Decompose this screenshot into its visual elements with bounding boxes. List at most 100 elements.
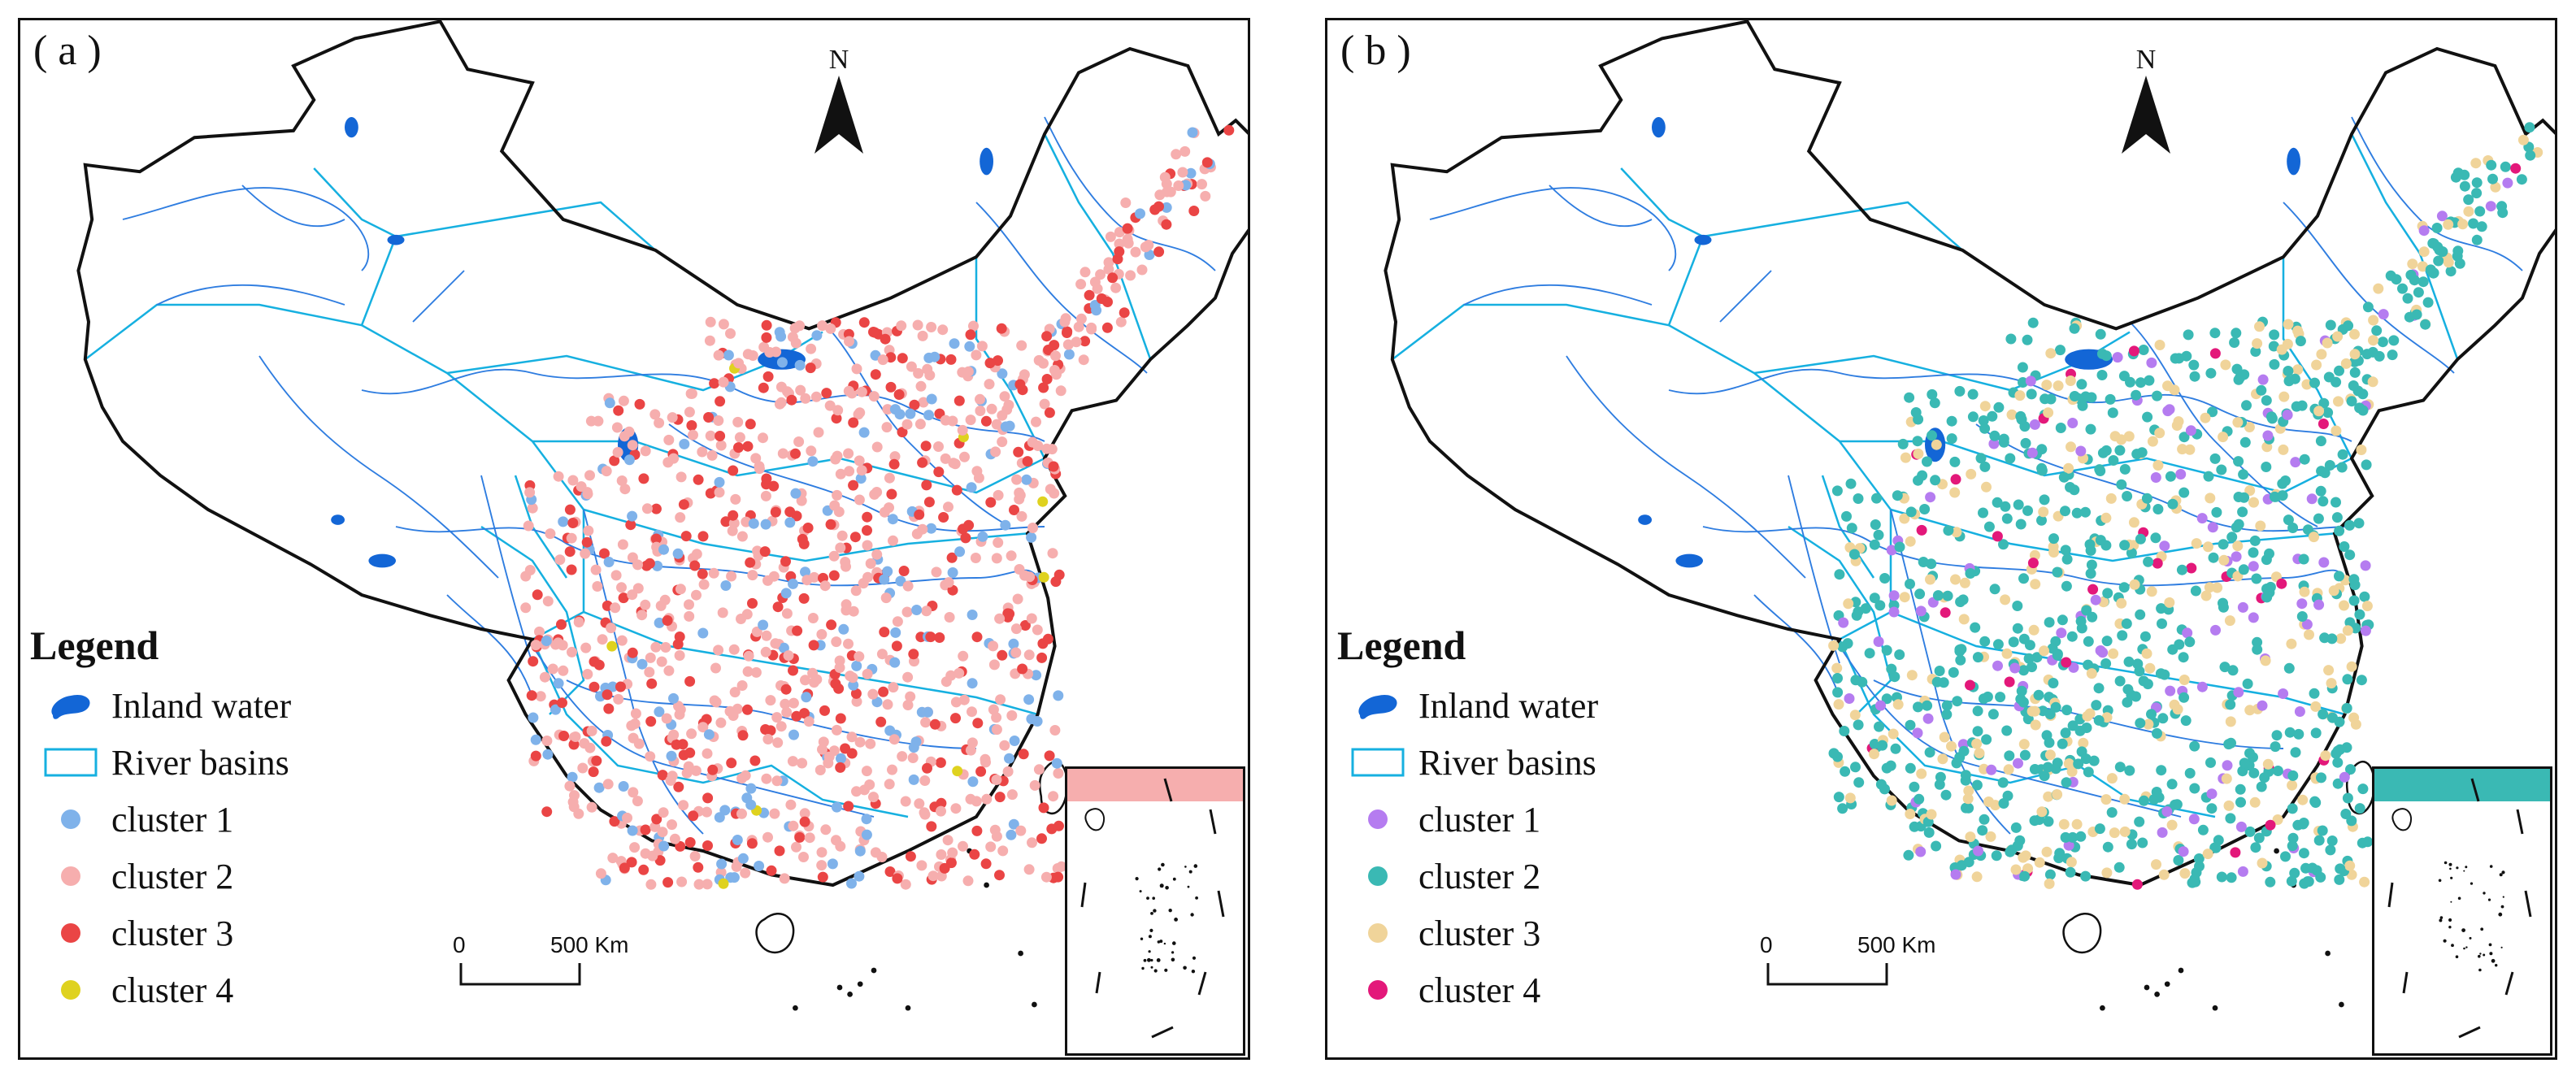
station-point-cluster-2 <box>944 612 955 623</box>
station-point-cluster-2 <box>823 757 834 769</box>
station-point-cluster-3 <box>1201 157 1213 168</box>
station-point-cluster-3 <box>588 766 599 778</box>
station-point-cluster-2 <box>2094 464 2105 475</box>
station-point-cluster-3 <box>2006 409 2018 420</box>
station-point-cluster-2 <box>2054 848 2066 859</box>
station-point-cluster-2 <box>985 841 997 853</box>
station-point-cluster-2 <box>2066 631 2078 642</box>
station-point-cluster-2 <box>880 592 892 604</box>
station-point-cluster-3 <box>1114 246 1125 258</box>
station-point-cluster-3 <box>772 601 784 613</box>
station-point-cluster-3 <box>2457 219 2469 230</box>
station-point-cluster-3 <box>1899 592 1910 603</box>
inset-island-dot <box>2489 865 2493 868</box>
station-point-cluster-2 <box>582 669 593 679</box>
station-point-cluster-2 <box>524 565 536 575</box>
station-point-cluster-2 <box>2135 718 2146 729</box>
station-point-cluster-3 <box>2223 800 2235 811</box>
station-point-cluster-2 <box>1955 654 1966 666</box>
station-point-cluster-2 <box>547 663 558 675</box>
station-point-cluster-2 <box>1078 354 1089 366</box>
station-point-cluster-2 <box>2134 816 2145 827</box>
station-point-cluster-2 <box>2313 835 2325 846</box>
station-points-layer <box>520 124 1235 890</box>
inset-island-dot <box>1184 866 1187 868</box>
inland-water-layer <box>1638 117 2300 568</box>
station-point-cluster-2 <box>736 680 748 691</box>
station-point-cluster-3 <box>917 457 928 468</box>
station-point-cluster-3 <box>971 631 983 643</box>
station-point-cluster-3 <box>858 317 870 328</box>
inset-island-dot <box>2456 866 2459 870</box>
river-line <box>2129 321 2318 527</box>
station-point-cluster-3 <box>2143 718 2154 730</box>
station-point-cluster-3 <box>2244 485 2256 497</box>
station-point-cluster-2 <box>981 793 993 805</box>
station-point-cluster-2 <box>1946 433 1957 445</box>
station-point-cluster-2 <box>2235 796 2246 808</box>
station-point-cluster-2 <box>2239 757 2250 769</box>
station-point-cluster-3 <box>689 560 701 571</box>
station-point-cluster-1 <box>1053 690 1064 701</box>
station-point-cluster-4 <box>1037 496 1049 507</box>
station-point-cluster-3 <box>2309 532 2319 543</box>
station-point-cluster-1 <box>728 872 740 883</box>
inset-island-dot <box>2457 896 2461 901</box>
legend-label-inland-water: Inland water <box>1418 685 1599 726</box>
station-point-cluster-3 <box>1946 740 1957 752</box>
station-point-cluster-2 <box>1910 407 1922 418</box>
station-point-cluster-3 <box>905 851 916 862</box>
station-point-cluster-2 <box>2359 591 2370 602</box>
station-point-cluster-2 <box>585 415 597 427</box>
station-point-cluster-2 <box>2237 506 2248 518</box>
legend-row-river-basins: River basins <box>30 734 291 791</box>
station-point-cluster-1 <box>836 753 846 764</box>
station-point-cluster-2 <box>1049 725 1061 736</box>
station-point-cluster-2 <box>2387 349 2398 361</box>
station-point-cluster-3 <box>684 837 696 848</box>
station-point-cluster-2 <box>2055 423 2066 433</box>
station-point-cluster-1 <box>776 357 788 368</box>
station-point-cluster-3 <box>1939 731 1950 743</box>
station-point-cluster-2 <box>864 779 875 790</box>
station-point-cluster-2 <box>1963 857 1974 868</box>
station-point-cluster-2 <box>2331 497 2341 508</box>
station-point-cluster-2 <box>2205 757 2216 768</box>
station-point-cluster-3 <box>1041 374 1053 384</box>
station-point-cluster-2 <box>2085 568 2096 579</box>
station-point-cluster-2 <box>991 724 1002 736</box>
station-point-cluster-2 <box>736 808 747 819</box>
station-point-cluster-1 <box>2090 594 2101 605</box>
station-point-cluster-1 <box>2207 522 2218 533</box>
station-point-cluster-1 <box>861 814 872 825</box>
station-point-cluster-2 <box>2018 633 2030 645</box>
station-point-cluster-2 <box>566 532 577 544</box>
station-point-cluster-1 <box>658 544 669 555</box>
station-point-cluster-2 <box>675 512 686 523</box>
station-point-cluster-2 <box>2425 264 2436 276</box>
station-point-cluster-4 <box>1965 679 1975 691</box>
station-point-cluster-2 <box>2142 411 2153 423</box>
station-point-cluster-2 <box>2119 463 2131 475</box>
legend-label-cluster-4: cluster 4 <box>1418 970 1541 1010</box>
station-point-cluster-2 <box>2088 755 2100 766</box>
inset-island-dot <box>1171 957 1175 962</box>
station-point-cluster-2 <box>1048 791 1059 802</box>
station-point-cluster-1 <box>2294 706 2305 717</box>
station-point-cluster-3 <box>684 675 696 687</box>
station-point-cluster-3 <box>762 371 774 382</box>
station-point-cluster-3 <box>1018 749 1029 760</box>
station-point-cluster-3 <box>2066 857 2077 868</box>
station-point-cluster-3 <box>862 525 872 536</box>
station-point-cluster-3 <box>2254 321 2265 332</box>
station-point-cluster-1 <box>977 531 988 542</box>
station-point-cluster-3 <box>1926 809 1937 820</box>
station-point-cluster-3 <box>707 764 719 775</box>
station-point-cluster-1 <box>530 734 541 745</box>
station-point-cluster-4 <box>2186 562 2197 574</box>
station-point-cluster-1 <box>1888 606 1900 618</box>
station-point-cluster-3 <box>985 497 997 508</box>
station-point-cluster-2 <box>2114 675 2126 687</box>
station-point-cluster-1 <box>1988 438 2000 449</box>
station-point-cluster-3 <box>697 568 708 579</box>
